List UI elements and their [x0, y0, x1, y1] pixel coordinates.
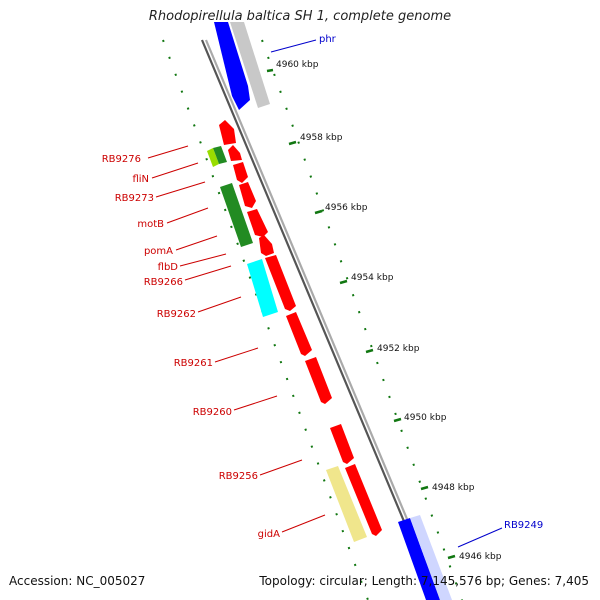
cds-arrow-7[interactable] — [265, 255, 296, 311]
label-RB9266[interactable]: RB9266 — [144, 277, 183, 288]
label-RB9261[interactable]: RB9261 — [174, 358, 213, 369]
inner-features — [219, 120, 382, 536]
tick-4946 — [447, 554, 456, 560]
connector-phr — [270, 39, 317, 53]
gene-gidA-block[interactable] — [326, 466, 367, 542]
faded-blue-feature — [410, 515, 452, 600]
label-RB9256[interactable]: RB9256 — [219, 471, 258, 482]
gene-fliN-block[interactable] — [213, 146, 227, 164]
cds-arrow-2[interactable] — [228, 145, 242, 161]
label-RB9273[interactable]: RB9273 — [115, 193, 154, 204]
inner-guide-line — [162, 39, 369, 600]
gene-phr-arrow[interactable] — [214, 22, 250, 110]
cds-arrow-9[interactable] — [305, 357, 332, 404]
cds-arrow-4[interactable] — [239, 182, 256, 208]
tick-label-4956: 4956 kbp — [325, 203, 368, 213]
accession-text: Accession: NC_005027 — [9, 574, 146, 588]
topology-stats-text: Topology: circular; Length: 7,145,576 bp… — [259, 574, 589, 588]
gene-RB9276-block[interactable] — [207, 148, 219, 167]
cds-arrow-5[interactable] — [247, 209, 268, 237]
connector-RB9249 — [457, 527, 503, 548]
tick-4960 — [266, 68, 274, 73]
gene-motB-block[interactable] — [220, 183, 253, 247]
map-title: Rhodopirellula baltica SH 1, complete ge… — [148, 9, 452, 24]
cds-arrow-6[interactable] — [259, 235, 274, 256]
label-connectors — [147, 39, 503, 548]
gene-RB9249-arrow[interactable] — [398, 518, 440, 600]
label-motB[interactable]: motB — [137, 219, 164, 230]
tick-label-4946: 4946 kbp — [459, 552, 502, 562]
connector-flbD — [179, 253, 227, 267]
grey-feature-arrow[interactable] — [230, 22, 270, 108]
tick-label-4954: 4954 kbp — [351, 273, 394, 283]
cds-arrow-3[interactable] — [233, 162, 248, 183]
connector-gidA — [281, 514, 326, 533]
connector-pomA — [175, 235, 218, 251]
connector-RB9261 — [214, 347, 259, 363]
connector-RB9276 — [147, 145, 189, 159]
label-RB9262[interactable]: RB9262 — [157, 309, 196, 320]
outer-features — [214, 22, 452, 600]
cds-arrow-8[interactable] — [286, 312, 312, 356]
label-RB9260[interactable]: RB9260 — [193, 407, 232, 418]
label-phr[interactable]: phr — [319, 34, 337, 45]
tick-label-4960: 4960 kbp — [276, 60, 319, 70]
cds-arrow-10[interactable] — [330, 424, 354, 464]
inner-coloured-features — [207, 146, 367, 542]
connector-RB9262 — [197, 296, 242, 313]
cds-arrow-1[interactable] — [219, 120, 236, 145]
connector-RB9256 — [259, 459, 303, 476]
tick-4950 — [393, 417, 402, 423]
tick-4952 — [365, 348, 374, 354]
tick-label-4950: 4950 kbp — [404, 413, 447, 423]
label-gidA[interactable]: gidA — [258, 529, 280, 540]
tick-4958 — [288, 140, 297, 146]
tick-marks — [266, 68, 456, 560]
gene-RB9262-block[interactable] — [247, 259, 278, 317]
label-flbD[interactable]: flbD — [158, 262, 179, 273]
backbone — [200, 39, 443, 600]
connector-motB — [166, 207, 209, 224]
tick-4954 — [339, 279, 348, 285]
tick-label-4958: 4958 kbp — [300, 133, 343, 143]
connector-RB9266 — [184, 265, 232, 281]
cds-arrow-11[interactable] — [345, 464, 382, 536]
tick-label-4948: 4948 kbp — [432, 483, 475, 493]
tick-4956 — [314, 209, 323, 215]
connector-fliN — [151, 162, 199, 179]
connector-RB9273 — [155, 181, 206, 198]
label-RB9276[interactable]: RB9276 — [102, 154, 141, 165]
label-fliN[interactable]: fliN — [132, 174, 149, 185]
label-pomA[interactable]: pomA — [144, 246, 173, 257]
tick-4948 — [420, 485, 429, 491]
label-RB9249[interactable]: RB9249 — [504, 520, 543, 531]
tick-label-4952: 4952 kbp — [377, 344, 420, 354]
connector-RB9260 — [233, 395, 278, 411]
